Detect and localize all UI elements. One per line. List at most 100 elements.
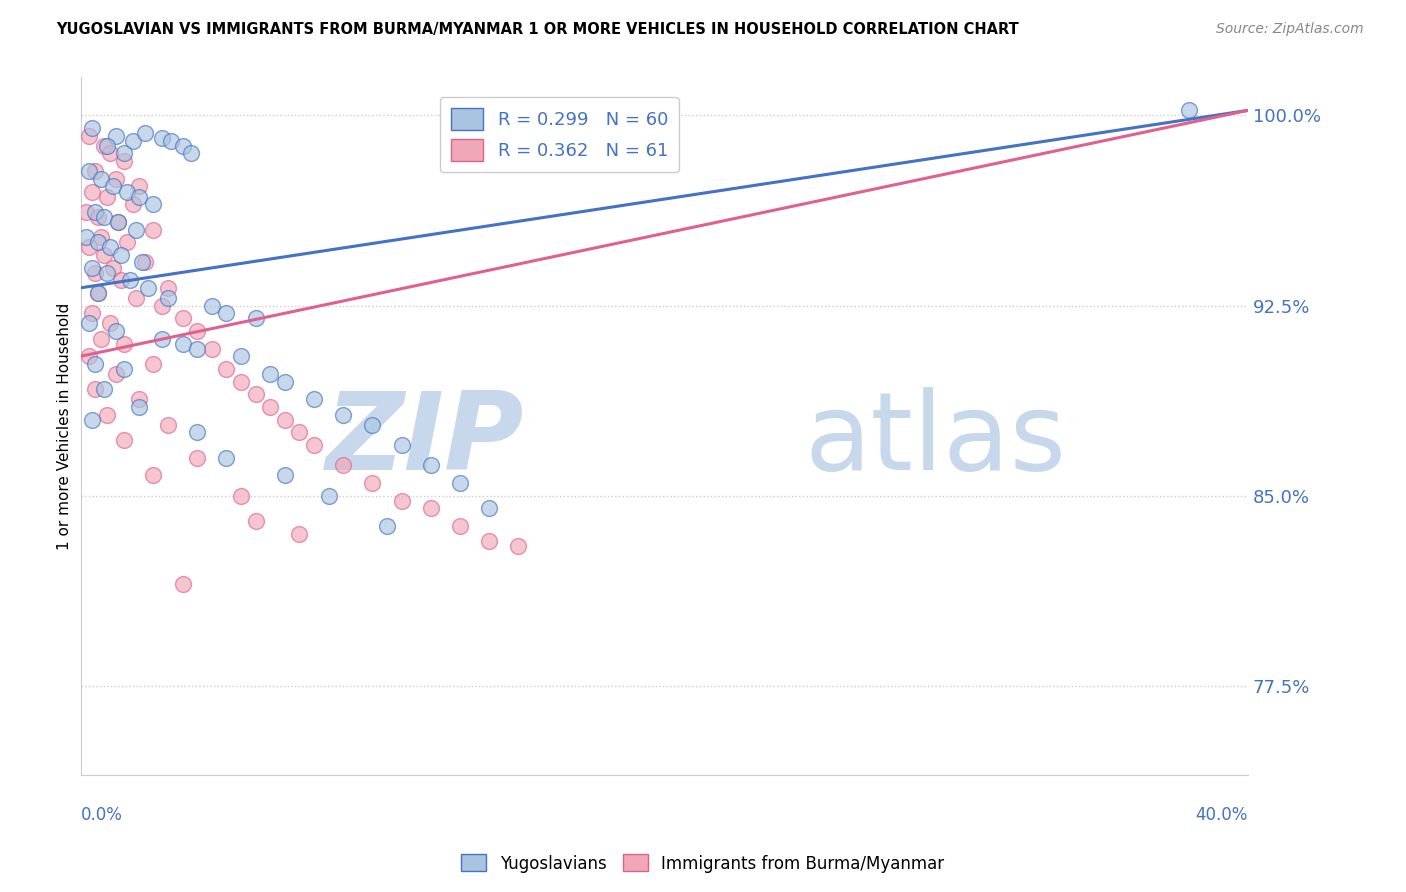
Point bbox=[134, 126, 156, 140]
Point bbox=[274, 468, 297, 483]
Point bbox=[93, 382, 115, 396]
Point bbox=[150, 299, 173, 313]
Point bbox=[245, 387, 267, 401]
Point bbox=[134, 255, 156, 269]
Point bbox=[150, 131, 173, 145]
Point bbox=[274, 412, 297, 426]
Point bbox=[229, 375, 252, 389]
Point bbox=[245, 311, 267, 326]
Point bbox=[332, 458, 354, 473]
Point bbox=[229, 489, 252, 503]
Legend: R = 0.299   N = 60, R = 0.362   N = 61: R = 0.299 N = 60, R = 0.362 N = 61 bbox=[440, 97, 679, 171]
Point bbox=[115, 235, 138, 250]
Point bbox=[112, 146, 135, 161]
Point bbox=[186, 324, 208, 338]
Point bbox=[215, 450, 238, 465]
Text: 0.0%: 0.0% bbox=[80, 806, 122, 824]
Point bbox=[478, 534, 501, 549]
Point bbox=[201, 299, 224, 313]
Point bbox=[104, 324, 127, 338]
Point bbox=[361, 476, 384, 491]
Point bbox=[112, 433, 135, 447]
Point bbox=[302, 392, 325, 407]
Point bbox=[186, 342, 208, 356]
Point bbox=[77, 349, 100, 363]
Point bbox=[107, 215, 129, 229]
Point bbox=[104, 128, 127, 143]
Text: atlas: atlas bbox=[804, 387, 1066, 493]
Point bbox=[84, 266, 107, 280]
Point bbox=[332, 408, 354, 422]
Point bbox=[478, 501, 501, 516]
Point bbox=[82, 306, 104, 320]
Point bbox=[82, 185, 104, 199]
Point bbox=[104, 367, 127, 381]
Point bbox=[128, 400, 150, 414]
Point bbox=[215, 306, 238, 320]
Y-axis label: 1 or more Vehicles in Household: 1 or more Vehicles in Household bbox=[58, 302, 72, 549]
Point bbox=[318, 489, 340, 503]
Point bbox=[201, 342, 224, 356]
Point bbox=[259, 400, 281, 414]
Point bbox=[77, 164, 100, 178]
Point bbox=[112, 336, 135, 351]
Text: Source: ZipAtlas.com: Source: ZipAtlas.com bbox=[1216, 22, 1364, 37]
Point bbox=[302, 438, 325, 452]
Point bbox=[112, 362, 135, 376]
Point bbox=[115, 185, 138, 199]
Point bbox=[172, 139, 194, 153]
Point bbox=[419, 501, 441, 516]
Point bbox=[419, 458, 441, 473]
Point bbox=[157, 281, 180, 295]
Point bbox=[259, 367, 281, 381]
Point bbox=[77, 316, 100, 330]
Point bbox=[96, 139, 118, 153]
Point bbox=[508, 540, 530, 554]
Point bbox=[172, 336, 194, 351]
Point bbox=[93, 210, 115, 224]
Point bbox=[77, 128, 100, 143]
Point bbox=[449, 519, 471, 533]
Point bbox=[288, 526, 311, 541]
Point bbox=[93, 248, 115, 262]
Point bbox=[1178, 103, 1201, 118]
Point bbox=[90, 171, 112, 186]
Point bbox=[172, 577, 194, 591]
Point bbox=[75, 204, 97, 219]
Point bbox=[84, 164, 107, 178]
Point bbox=[186, 425, 208, 440]
Point bbox=[128, 189, 150, 203]
Point bbox=[98, 240, 121, 254]
Point bbox=[128, 179, 150, 194]
Point bbox=[449, 476, 471, 491]
Point bbox=[215, 362, 238, 376]
Point bbox=[142, 468, 165, 483]
Point bbox=[125, 291, 148, 305]
Point bbox=[391, 438, 413, 452]
Point bbox=[87, 210, 110, 224]
Point bbox=[128, 392, 150, 407]
Point bbox=[87, 235, 110, 250]
Legend: Yugoslavians, Immigrants from Burma/Myanmar: Yugoslavians, Immigrants from Burma/Myan… bbox=[454, 847, 952, 880]
Point bbox=[90, 230, 112, 244]
Point bbox=[288, 425, 311, 440]
Point bbox=[391, 493, 413, 508]
Point bbox=[84, 204, 107, 219]
Point bbox=[150, 332, 173, 346]
Point bbox=[136, 281, 159, 295]
Point bbox=[274, 375, 297, 389]
Point bbox=[160, 134, 183, 148]
Text: ZIP: ZIP bbox=[326, 387, 524, 493]
Point bbox=[122, 134, 145, 148]
Point bbox=[120, 273, 142, 287]
Point bbox=[110, 273, 132, 287]
Point bbox=[125, 222, 148, 236]
Point bbox=[112, 154, 135, 169]
Point bbox=[82, 412, 104, 426]
Point bbox=[180, 146, 202, 161]
Point bbox=[96, 266, 118, 280]
Point bbox=[87, 285, 110, 300]
Point bbox=[82, 121, 104, 136]
Point bbox=[186, 450, 208, 465]
Point bbox=[122, 197, 145, 211]
